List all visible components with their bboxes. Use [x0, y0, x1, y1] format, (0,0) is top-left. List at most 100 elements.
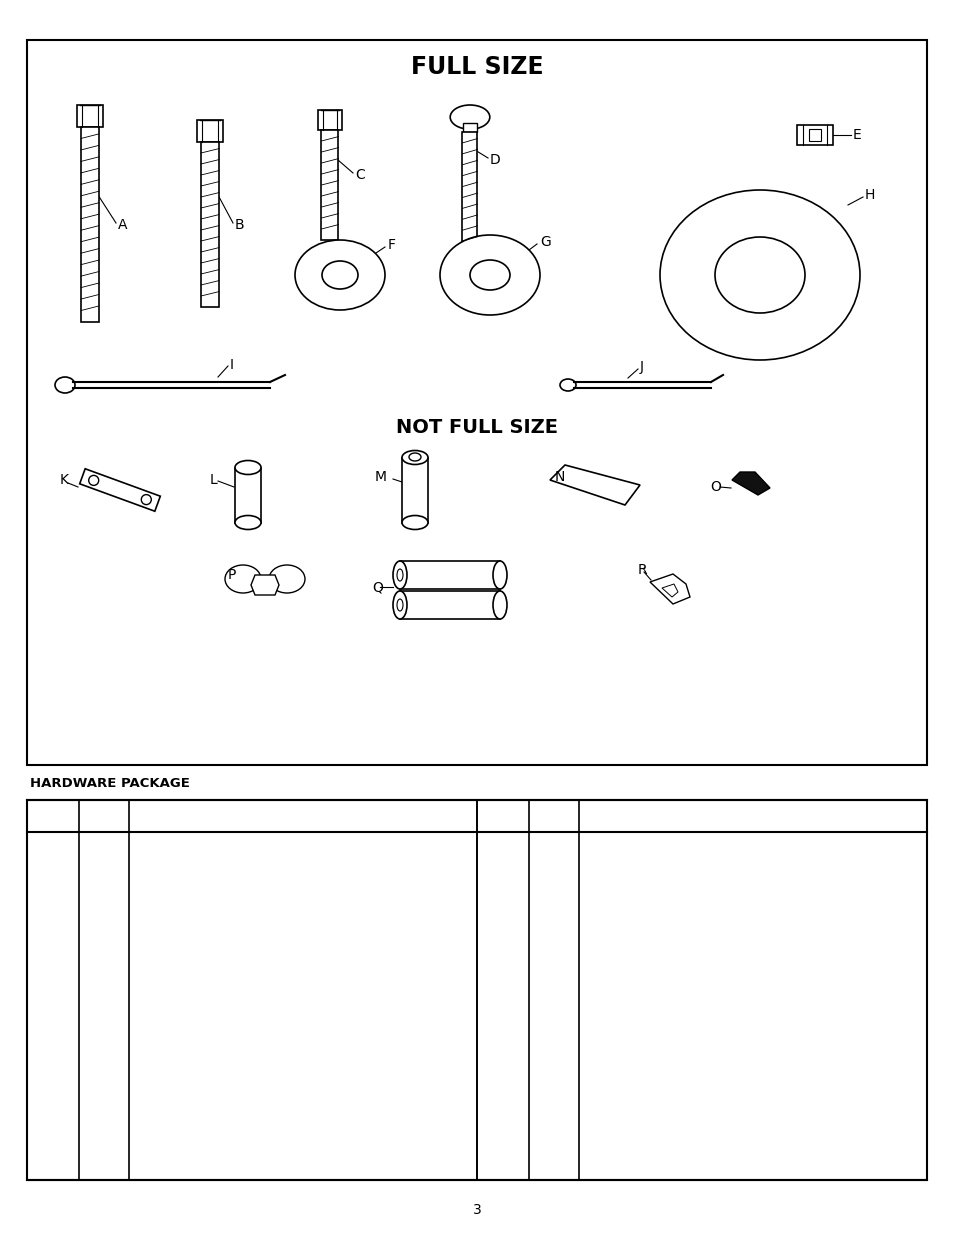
Text: 4: 4 — [100, 1115, 108, 1129]
Text: P: P — [228, 568, 236, 582]
Text: 1: 1 — [550, 883, 558, 897]
Text: K: K — [498, 883, 507, 897]
Text: M: M — [375, 471, 387, 484]
Text: Flat Washer, 1-5/8" x 25/32": Flat Washer, 1-5/8" x 25/32" — [137, 1115, 314, 1129]
Ellipse shape — [493, 561, 506, 589]
Text: J: J — [500, 845, 504, 858]
Bar — [399, 592, 499, 619]
Bar — [796, 125, 832, 144]
Text: 1: 1 — [550, 999, 558, 1013]
Text: NOT FULL SIZE: NOT FULL SIZE — [395, 417, 558, 436]
Text: Q: Q — [497, 1115, 507, 1129]
Text: Hex Bolt, 1/4-20 x 1-1/2" Long: Hex Bolt, 1/4-20 x 1-1/2" Long — [137, 883, 326, 897]
Text: 2: 2 — [100, 923, 108, 935]
Text: R: R — [498, 1155, 507, 1167]
Ellipse shape — [470, 261, 510, 290]
Text: G: G — [48, 1077, 58, 1089]
Bar — [234, 468, 261, 522]
Text: FULL SIZE: FULL SIZE — [410, 56, 543, 79]
Bar — [401, 457, 428, 522]
Ellipse shape — [225, 564, 261, 593]
Ellipse shape — [559, 379, 576, 391]
Bar — [317, 110, 342, 130]
Text: A: A — [118, 219, 128, 232]
Text: G: G — [539, 235, 550, 249]
Text: Hex Bolt, 1/4-20 x 1-3/4" Long: Hex Bolt, 1/4-20 x 1-3/4" Long — [137, 845, 326, 858]
Bar — [201, 142, 219, 308]
Text: A: A — [49, 845, 57, 858]
Bar — [81, 127, 99, 322]
Text: 1: 1 — [100, 961, 108, 974]
Text: 1: 1 — [550, 923, 558, 935]
Bar — [462, 132, 477, 252]
Text: I: I — [230, 358, 233, 372]
Text: O: O — [497, 1039, 507, 1051]
Text: I: I — [51, 1155, 54, 1167]
Text: D: D — [49, 961, 58, 974]
Text: L: L — [499, 923, 506, 935]
Text: F: F — [388, 238, 395, 252]
Text: Q: Q — [372, 580, 382, 594]
Ellipse shape — [659, 190, 859, 359]
Text: J: J — [639, 359, 643, 374]
Bar — [196, 120, 223, 142]
Bar — [808, 128, 821, 141]
Ellipse shape — [393, 561, 407, 589]
Polygon shape — [80, 469, 160, 511]
Bar — [27, 40, 926, 764]
Text: 1: 1 — [550, 1039, 558, 1051]
Text: Flat Washer, 5/16" SAE: Flat Washer, 5/16" SAE — [137, 1039, 281, 1051]
Text: 2: 2 — [100, 883, 108, 897]
Text: 6: 6 — [100, 845, 108, 858]
Text: H: H — [49, 1115, 57, 1129]
Ellipse shape — [396, 599, 402, 611]
Text: K: K — [60, 473, 69, 487]
Text: Spacer Tube, Short: Spacer Tube, Short — [586, 923, 704, 935]
Text: B: B — [49, 883, 57, 897]
Text: Nut, Plastic Wing 1/4": Nut, Plastic Wing 1/4" — [586, 1077, 722, 1089]
Text: L: L — [210, 473, 217, 487]
Ellipse shape — [450, 105, 489, 130]
Text: 1: 1 — [550, 961, 558, 974]
Ellipse shape — [294, 240, 385, 310]
Text: QTY.: QTY. — [89, 809, 119, 823]
Text: 10: 10 — [96, 999, 112, 1013]
Text: C: C — [49, 923, 57, 935]
Polygon shape — [251, 576, 278, 595]
Text: 4: 4 — [100, 1077, 108, 1089]
Text: Carriage Bolt, 1/4-20 x 3/4" Long: Carriage Bolt, 1/4-20 x 3/4" Long — [137, 961, 343, 974]
Ellipse shape — [322, 261, 357, 289]
Text: KEY: KEY — [39, 809, 67, 823]
Text: 2: 2 — [550, 1115, 558, 1129]
Text: D: D — [490, 153, 500, 167]
Text: Cotter Pin, 1/8" x 1-1/2": Cotter Pin, 1/8" x 1-1/2" — [137, 1155, 286, 1167]
Text: DESCRIPTION: DESCRIPTION — [700, 809, 805, 823]
Ellipse shape — [401, 515, 428, 530]
Polygon shape — [550, 466, 639, 505]
Text: 3: 3 — [472, 1203, 481, 1216]
Bar — [27, 800, 926, 1179]
Text: Spacer Tube, Long: Spacer Tube, Long — [586, 961, 701, 974]
Ellipse shape — [55, 377, 75, 393]
Ellipse shape — [439, 235, 539, 315]
Ellipse shape — [141, 494, 152, 505]
Polygon shape — [731, 472, 769, 495]
Text: Handle Grip: Handle Grip — [586, 1115, 660, 1129]
Text: E: E — [49, 999, 57, 1013]
Text: 1: 1 — [550, 1077, 558, 1089]
Ellipse shape — [401, 451, 428, 464]
Ellipse shape — [493, 592, 506, 619]
Ellipse shape — [396, 569, 402, 580]
Text: Vinyl Cap: Vinyl Cap — [586, 1039, 645, 1051]
Text: Hex Lock Nut, 1/4-20 Thd.: Hex Lock Nut, 1/4-20 Thd. — [137, 999, 299, 1013]
Text: HARDWARE PACKAGE: HARDWARE PACKAGE — [30, 777, 190, 790]
Text: M: M — [497, 961, 508, 974]
Text: Hex Bolt, 1/4-20 x 3/4" Long: Hex Bolt, 1/4-20 x 3/4" Long — [137, 923, 314, 935]
Text: C: C — [355, 168, 364, 182]
Text: B: B — [234, 219, 244, 232]
Ellipse shape — [269, 564, 305, 593]
Bar — [463, 124, 476, 132]
Text: F: F — [50, 1039, 56, 1051]
Text: O: O — [709, 480, 720, 494]
Text: 1: 1 — [100, 1155, 108, 1167]
